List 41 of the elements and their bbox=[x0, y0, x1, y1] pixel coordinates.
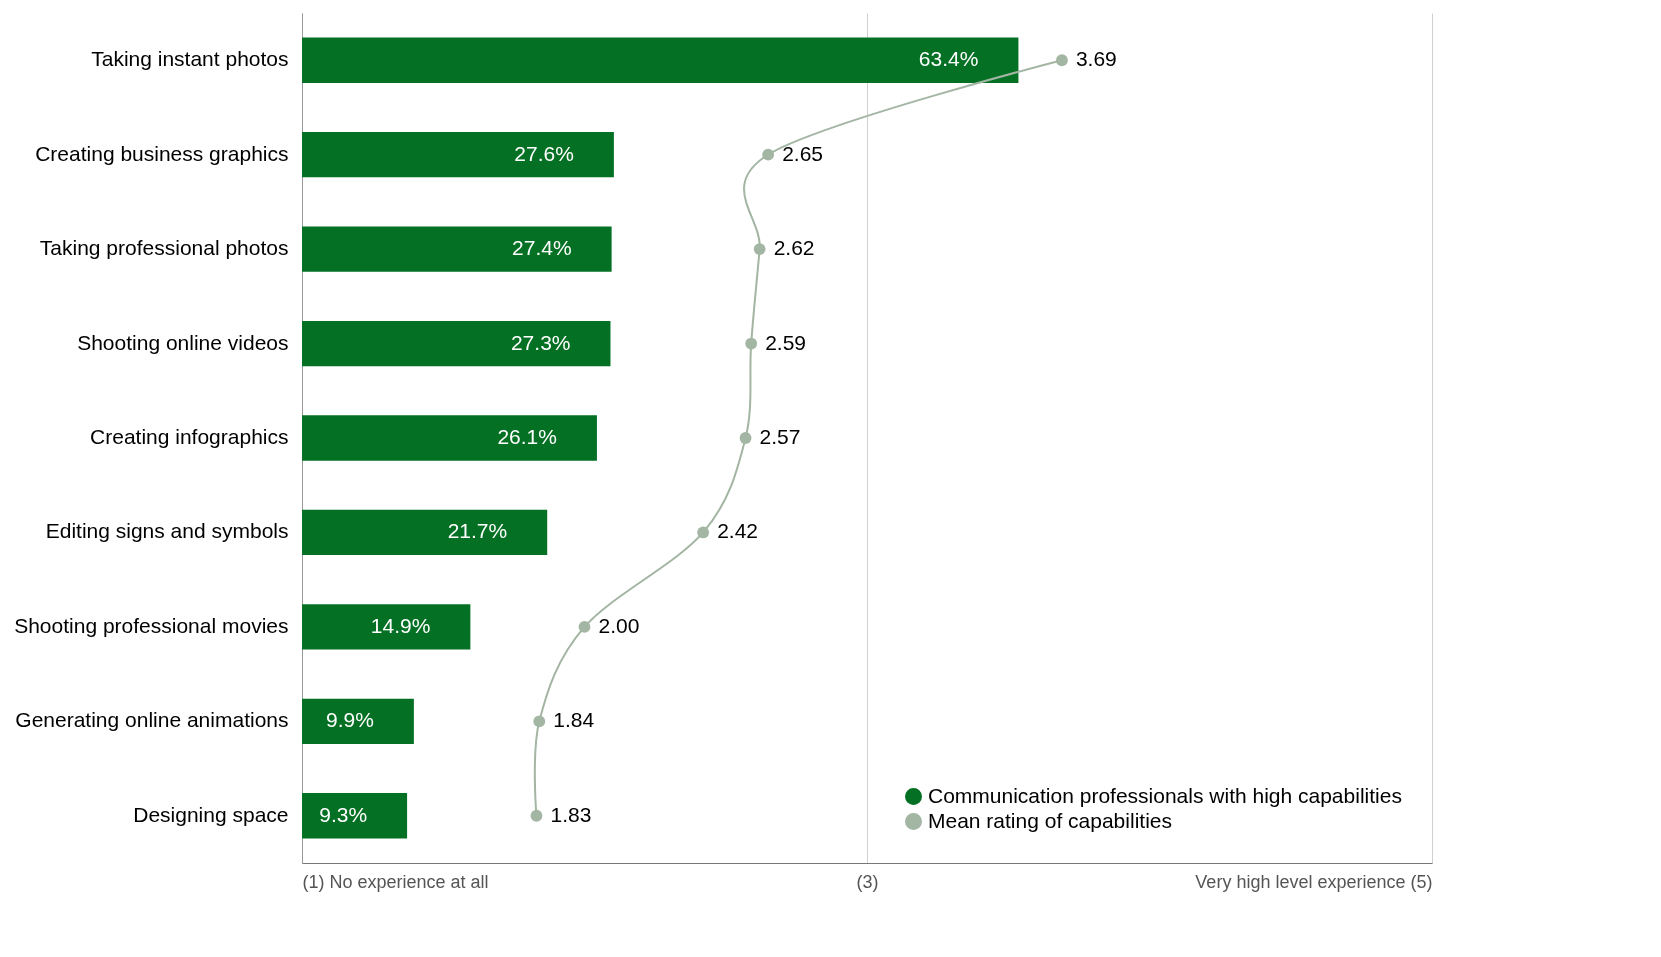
data-label: 63.4% bbox=[918, 47, 979, 71]
bar bbox=[302, 793, 408, 839]
y-tick-label: Shooting online videos bbox=[77, 330, 289, 354]
x2-tick-label: (1) No experience at all bbox=[302, 871, 489, 892]
bar bbox=[302, 320, 611, 367]
data-label: 1.84 bbox=[553, 708, 595, 732]
legend-label: Mean rating of capabilities bbox=[928, 808, 1172, 832]
y-tick-label: Taking instant photos bbox=[91, 47, 289, 71]
data-label: 2.42 bbox=[717, 519, 759, 543]
y-tick-label: Taking professional photos bbox=[39, 236, 289, 260]
y-tick-label: Editing signs and symbols bbox=[45, 519, 289, 543]
data-label: 9.3% bbox=[319, 802, 368, 826]
y-tick-label: Generating online animations bbox=[15, 708, 289, 732]
data-label: 2.00 bbox=[598, 613, 640, 637]
bar bbox=[302, 509, 548, 556]
bar bbox=[302, 415, 597, 461]
data-label: 9.9% bbox=[325, 708, 374, 732]
bar bbox=[302, 698, 414, 744]
bar bbox=[302, 132, 614, 178]
data-label: 2.65 bbox=[782, 141, 823, 165]
data-label: 14.9% bbox=[370, 613, 431, 637]
data-label: 2.57 bbox=[759, 425, 801, 448]
legend-label: Communication professionals with high capabilities bbox=[928, 783, 1402, 807]
y-tick-label: Creating infographics bbox=[90, 425, 289, 448]
y-tick-label: Creating business graphics bbox=[35, 141, 289, 165]
bar bbox=[302, 226, 612, 272]
data-label: 2.59 bbox=[765, 330, 807, 354]
y-tick-label: Shooting professional movies bbox=[14, 613, 289, 637]
data-label: 3.69 bbox=[1075, 47, 1117, 71]
data-label: 27.4% bbox=[512, 236, 572, 260]
data-label: 21.7% bbox=[447, 519, 508, 543]
data-label: 1.83 bbox=[550, 802, 592, 826]
data-label: 27.3% bbox=[510, 330, 571, 354]
x2-tick-label: Very high level experience (5) bbox=[1195, 871, 1433, 892]
x2-tick-label: (3) bbox=[856, 871, 879, 892]
data-label: 26.1% bbox=[497, 425, 557, 448]
y-tick-label: Designing space bbox=[133, 802, 289, 826]
data-label: 2.62 bbox=[773, 236, 815, 260]
bar bbox=[302, 37, 1019, 83]
data-label: 27.6% bbox=[514, 141, 574, 165]
bar bbox=[302, 604, 471, 650]
